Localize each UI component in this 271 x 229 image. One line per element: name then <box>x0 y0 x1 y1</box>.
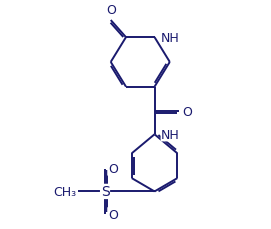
Text: O: O <box>108 162 118 175</box>
Text: NH: NH <box>161 32 180 44</box>
Text: O: O <box>106 4 116 17</box>
Text: S: S <box>101 185 109 199</box>
Text: CH₃: CH₃ <box>53 185 76 198</box>
Text: O: O <box>108 208 118 221</box>
Text: O: O <box>182 106 192 118</box>
Text: NH: NH <box>161 128 180 141</box>
